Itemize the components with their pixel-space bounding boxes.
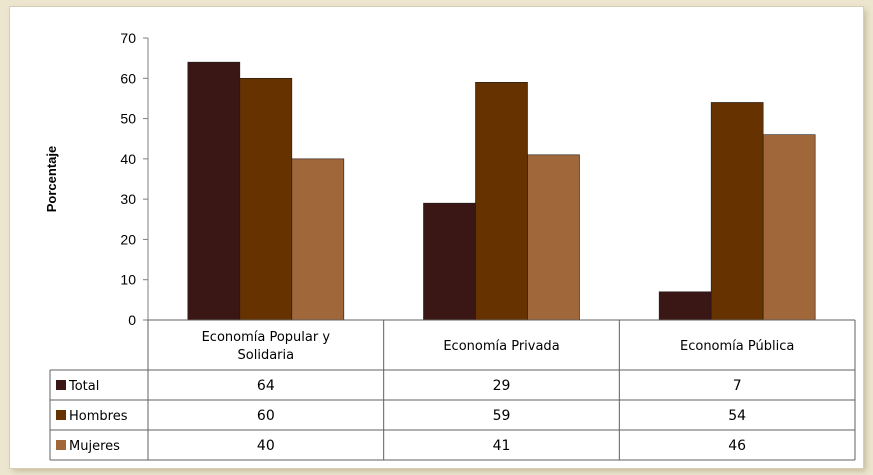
data-table-value: 60 [257, 408, 275, 424]
y-tick-label: 50 [120, 111, 136, 127]
bar-chart: 0 10 20 30 40 50 60 70 Porcentaje Economía Popula… [44, 30, 856, 461]
bar [475, 82, 528, 321]
y-tick-label: 30 [120, 191, 136, 207]
bar [710, 102, 764, 321]
data-table-value: 54 [728, 408, 746, 424]
data-table-value: 29 [493, 378, 511, 394]
data-table-value: 41 [493, 438, 511, 454]
category-label: Solidaria [238, 348, 295, 363]
chart-panel: 0 10 20 30 40 50 60 70 Porcentaje Economía Popula… [10, 7, 863, 468]
bar [658, 291, 712, 321]
data-table-value: 7 [733, 378, 742, 394]
bar [762, 134, 816, 321]
series-name: Mujeres [69, 439, 120, 454]
y-axis-title: Porcentaje [44, 146, 59, 212]
y-tick-label: 10 [120, 272, 136, 288]
data-table-value: 59 [493, 408, 511, 424]
bar [527, 154, 580, 321]
data-table-value: 40 [257, 438, 275, 454]
series-name: Hombres [69, 409, 128, 424]
bar [239, 77, 293, 321]
y-tick-label: 70 [120, 30, 136, 46]
legend-key [56, 380, 66, 390]
y-tick-label: 60 [120, 70, 136, 86]
data-table-value: 64 [257, 378, 275, 394]
category-label: Economía Popular y [202, 330, 331, 345]
y-tick-label: 40 [120, 151, 136, 167]
legend-key [56, 440, 66, 450]
bar [291, 158, 345, 321]
series-name: Total [68, 379, 99, 394]
y-tick-label: 0 [128, 312, 136, 328]
y-tick-label: 20 [120, 231, 136, 247]
legend-key [56, 410, 66, 420]
data-table-value: 46 [728, 438, 746, 454]
bar [187, 61, 241, 321]
bar [423, 202, 476, 321]
category-label: Economía Pública [680, 339, 794, 354]
category-label: Economía Privada [443, 339, 559, 354]
